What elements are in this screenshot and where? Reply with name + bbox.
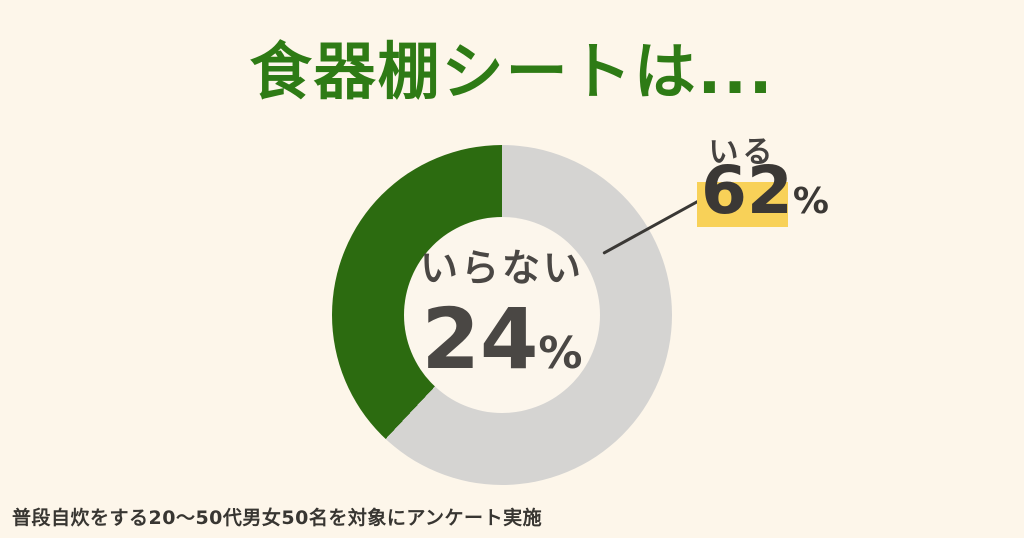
donut-center-label: いらない 24%	[332, 145, 672, 485]
callout-unit: %	[792, 181, 829, 222]
callout-highlight-box	[697, 182, 788, 227]
callout-label-text: いる	[708, 135, 777, 170]
center-label-value-row: 24%	[422, 297, 583, 381]
chart-title: 食器棚シートは...	[249, 35, 775, 108]
survey-caption: 普段自炊をする20〜50代男女50名を対象にアンケート実施	[12, 507, 543, 529]
center-label-unit: %	[538, 328, 583, 379]
callout-value: 62	[701, 152, 793, 229]
callout-value-row: 62%	[701, 158, 829, 224]
center-label-text: いらない	[419, 246, 584, 290]
center-label-value: 24	[421, 290, 539, 388]
donut-chart: いらない 24%	[332, 145, 672, 485]
donut-hole	[404, 217, 600, 413]
